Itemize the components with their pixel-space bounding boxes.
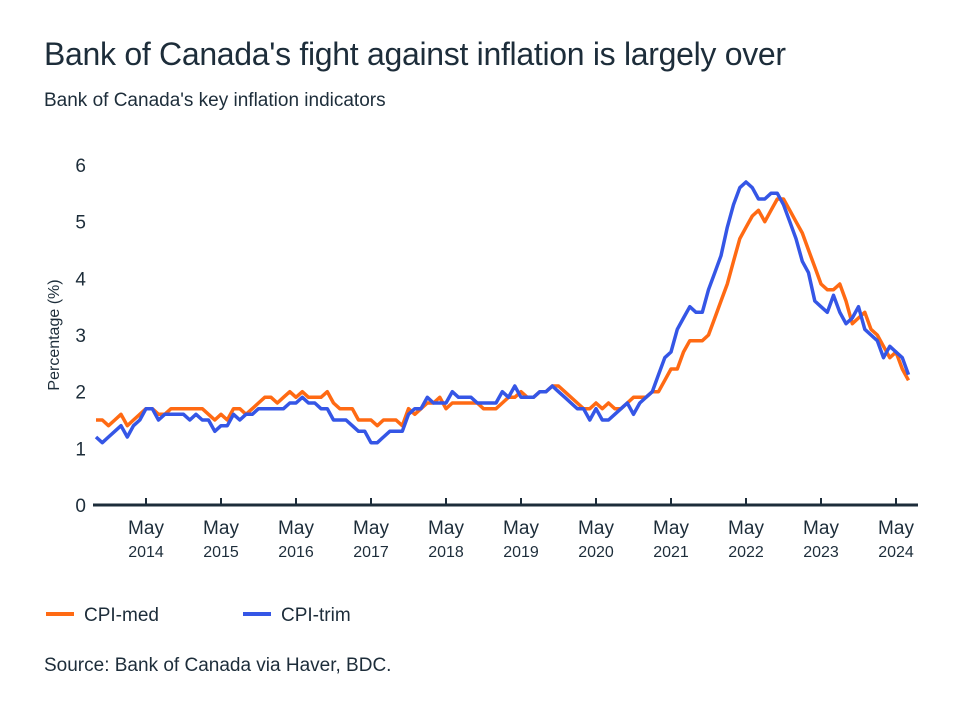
x-tick-month: May xyxy=(353,518,389,539)
x-tick-year: 2020 xyxy=(578,544,614,561)
source-note: Source: Bank of Canada via Haver, BDC. xyxy=(44,655,392,676)
y-axis-label: Percentage (%) xyxy=(46,279,63,390)
x-tick-month: May xyxy=(803,518,839,539)
x-tick-year: 2019 xyxy=(503,544,539,561)
y-tick-label: 3 xyxy=(75,326,86,347)
legend-label: CPI-trim xyxy=(281,605,351,626)
x-tick-month: May xyxy=(503,518,539,539)
y-tick-label: 4 xyxy=(75,269,86,290)
chart-subtitle: Bank of Canada's key inflation indicator… xyxy=(44,90,386,111)
x-tick-year: 2024 xyxy=(878,544,914,561)
x-tick-month: May xyxy=(578,518,614,539)
y-tick-label: 1 xyxy=(75,439,86,460)
series-line-cpi-trim xyxy=(94,180,911,445)
x-tick-year: 2021 xyxy=(653,544,689,561)
legend-label: CPI-med xyxy=(84,605,159,626)
x-tick-month: May xyxy=(728,518,764,539)
series-line-cpi-med xyxy=(96,197,911,428)
x-tick-month: May xyxy=(203,518,239,539)
x-tick-month: May xyxy=(278,518,314,539)
x-tick-month: May xyxy=(878,518,914,539)
x-tick-month: May xyxy=(653,518,689,539)
y-tick-label: 0 xyxy=(75,496,86,517)
chart-title: Bank of Canada's fight against inflation… xyxy=(44,36,786,72)
x-tick-year: 2022 xyxy=(728,544,764,561)
y-tick-label: 2 xyxy=(75,383,86,404)
x-tick-year: 2014 xyxy=(128,544,164,561)
y-tick-label: 5 xyxy=(75,213,86,234)
x-tick-year: 2018 xyxy=(428,544,464,561)
x-tick-year: 2016 xyxy=(278,544,314,561)
x-tick-year: 2015 xyxy=(203,544,239,561)
x-tick-year: 2017 xyxy=(353,544,389,561)
x-tick-month: May xyxy=(128,518,164,539)
x-tick-year: 2023 xyxy=(803,544,839,561)
x-tick-month: May xyxy=(428,518,464,539)
y-tick-label: 6 xyxy=(75,156,86,177)
